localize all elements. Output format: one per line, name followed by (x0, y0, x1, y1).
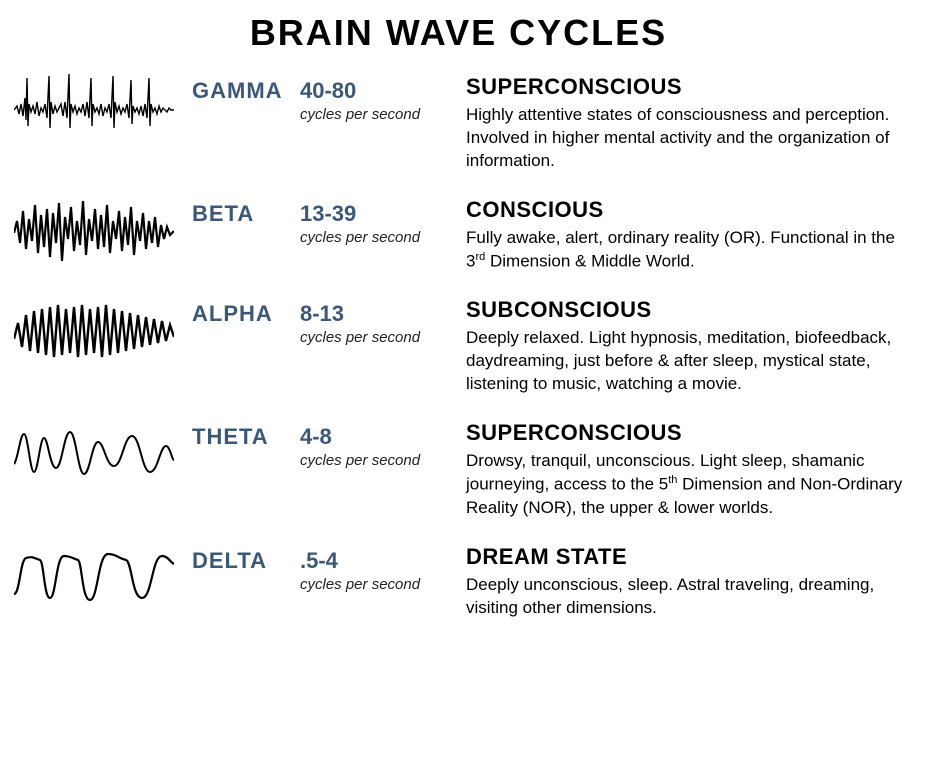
page: BRAIN WAVE CYCLES GAMMA 40-80 cycles per… (0, 0, 925, 770)
wave-graphic-beta (14, 191, 192, 271)
wave-path (14, 554, 174, 600)
wave-name-label: GAMMA (192, 78, 300, 104)
wave-name-col: THETA (192, 414, 300, 450)
wave-row-beta: BETA 13-39 cycles per second CONSCIOUS F… (14, 185, 903, 286)
wave-desc-col: SUPERCONSCIOUS Highly attentive states o… (460, 68, 903, 173)
wave-state-heading: CONSCIOUS (466, 197, 903, 223)
wave-state-desc: Fully awake, alert, ordinary reality (OR… (466, 227, 903, 274)
wave-freq-unit: cycles per second (300, 229, 460, 246)
wave-svg-beta (14, 191, 174, 271)
wave-freq-col: 40-80 cycles per second (300, 68, 460, 123)
wave-state-heading: SUPERCONSCIOUS (466, 420, 903, 446)
wave-name-label: ALPHA (192, 301, 300, 327)
wave-name-label: BETA (192, 201, 300, 227)
wave-svg-gamma (14, 68, 174, 148)
wave-freq-range: .5-4 (300, 548, 460, 574)
wave-rows: GAMMA 40-80 cycles per second SUPERCONSC… (14, 62, 903, 632)
wave-name-col: ALPHA (192, 291, 300, 327)
wave-name-col: DELTA (192, 538, 300, 574)
wave-desc-col: CONSCIOUS Fully awake, alert, ordinary r… (460, 191, 903, 274)
wave-desc-col: SUPERCONSCIOUS Drowsy, tranquil, unconsc… (460, 414, 903, 519)
wave-graphic-alpha (14, 291, 192, 371)
wave-freq-unit: cycles per second (300, 576, 460, 593)
wave-svg-delta (14, 538, 174, 618)
wave-freq-range: 40-80 (300, 78, 460, 104)
wave-freq-col: 4-8 cycles per second (300, 414, 460, 469)
wave-path (14, 74, 174, 128)
wave-state-heading: SUBCONSCIOUS (466, 297, 903, 323)
wave-path (14, 201, 174, 261)
wave-row-gamma: GAMMA 40-80 cycles per second SUPERCONSC… (14, 62, 903, 185)
wave-name-col: GAMMA (192, 68, 300, 104)
wave-state-heading: SUPERCONSCIOUS (466, 74, 903, 100)
wave-name-col: BETA (192, 191, 300, 227)
wave-graphic-theta (14, 414, 192, 494)
wave-freq-unit: cycles per second (300, 329, 460, 346)
wave-freq-unit: cycles per second (300, 106, 460, 123)
wave-svg-alpha (14, 291, 174, 371)
wave-name-label: THETA (192, 424, 300, 450)
wave-row-alpha: ALPHA 8-13 cycles per second SUBCONSCIOU… (14, 285, 903, 408)
wave-freq-unit: cycles per second (300, 452, 460, 469)
wave-row-theta: THETA 4-8 cycles per second SUPERCONSCIO… (14, 408, 903, 531)
wave-row-delta: DELTA .5-4 cycles per second DREAM STATE… (14, 532, 903, 632)
wave-graphic-gamma (14, 68, 192, 148)
wave-state-desc: Deeply relaxed. Light hypnosis, meditati… (466, 327, 903, 396)
wave-path (14, 432, 174, 474)
wave-freq-range: 8-13 (300, 301, 460, 327)
wave-desc-col: DREAM STATE Deeply unconscious, sleep. A… (460, 538, 903, 620)
wave-state-desc: Deeply unconscious, sleep. Astral travel… (466, 574, 903, 620)
wave-state-heading: DREAM STATE (466, 544, 903, 570)
wave-desc-col: SUBCONSCIOUS Deeply relaxed. Light hypno… (460, 291, 903, 396)
wave-freq-range: 4-8 (300, 424, 460, 450)
wave-freq-col: .5-4 cycles per second (300, 538, 460, 593)
wave-graphic-delta (14, 538, 192, 618)
wave-path (14, 305, 174, 357)
wave-state-desc: Highly attentive states of consciousness… (466, 104, 903, 173)
wave-freq-col: 13-39 cycles per second (300, 191, 460, 246)
wave-freq-col: 8-13 cycles per second (300, 291, 460, 346)
wave-svg-theta (14, 414, 174, 494)
wave-freq-range: 13-39 (300, 201, 460, 227)
wave-state-desc: Drowsy, tranquil, unconscious. Light sle… (466, 450, 903, 519)
wave-name-label: DELTA (192, 548, 300, 574)
page-title: BRAIN WAVE CYCLES (14, 12, 903, 54)
